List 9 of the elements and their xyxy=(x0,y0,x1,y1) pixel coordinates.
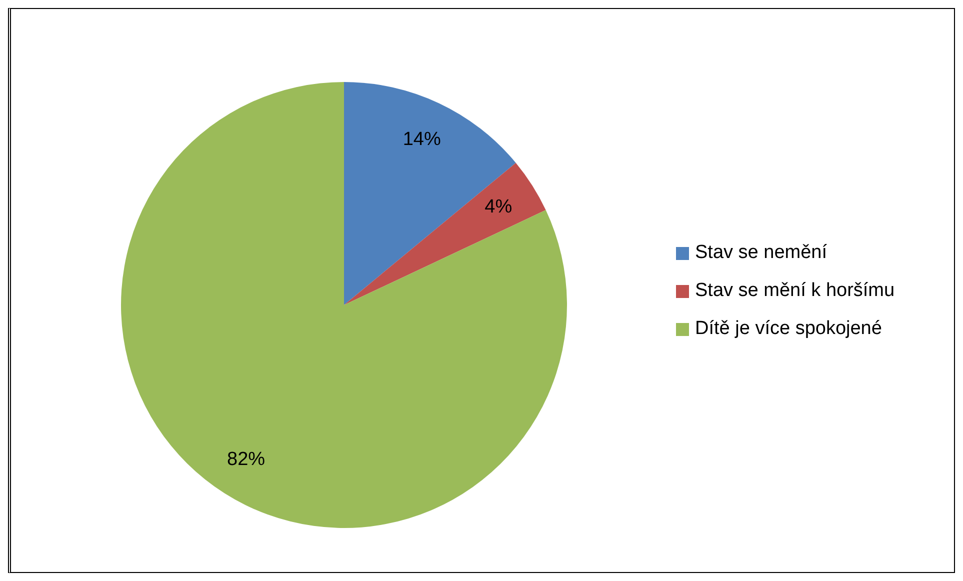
legend-label: Stav se nemění xyxy=(695,242,828,264)
pie-slice xyxy=(121,82,567,528)
data-label: 14% xyxy=(402,129,441,150)
pie-slice xyxy=(344,162,546,305)
legend-label: Dítě je více spokojené xyxy=(695,318,882,340)
data-label: 82% xyxy=(227,448,266,470)
data-label: 4% xyxy=(484,196,512,218)
legend-label: Stav se mění k horšímu xyxy=(695,280,895,302)
pie-slice xyxy=(344,82,516,305)
